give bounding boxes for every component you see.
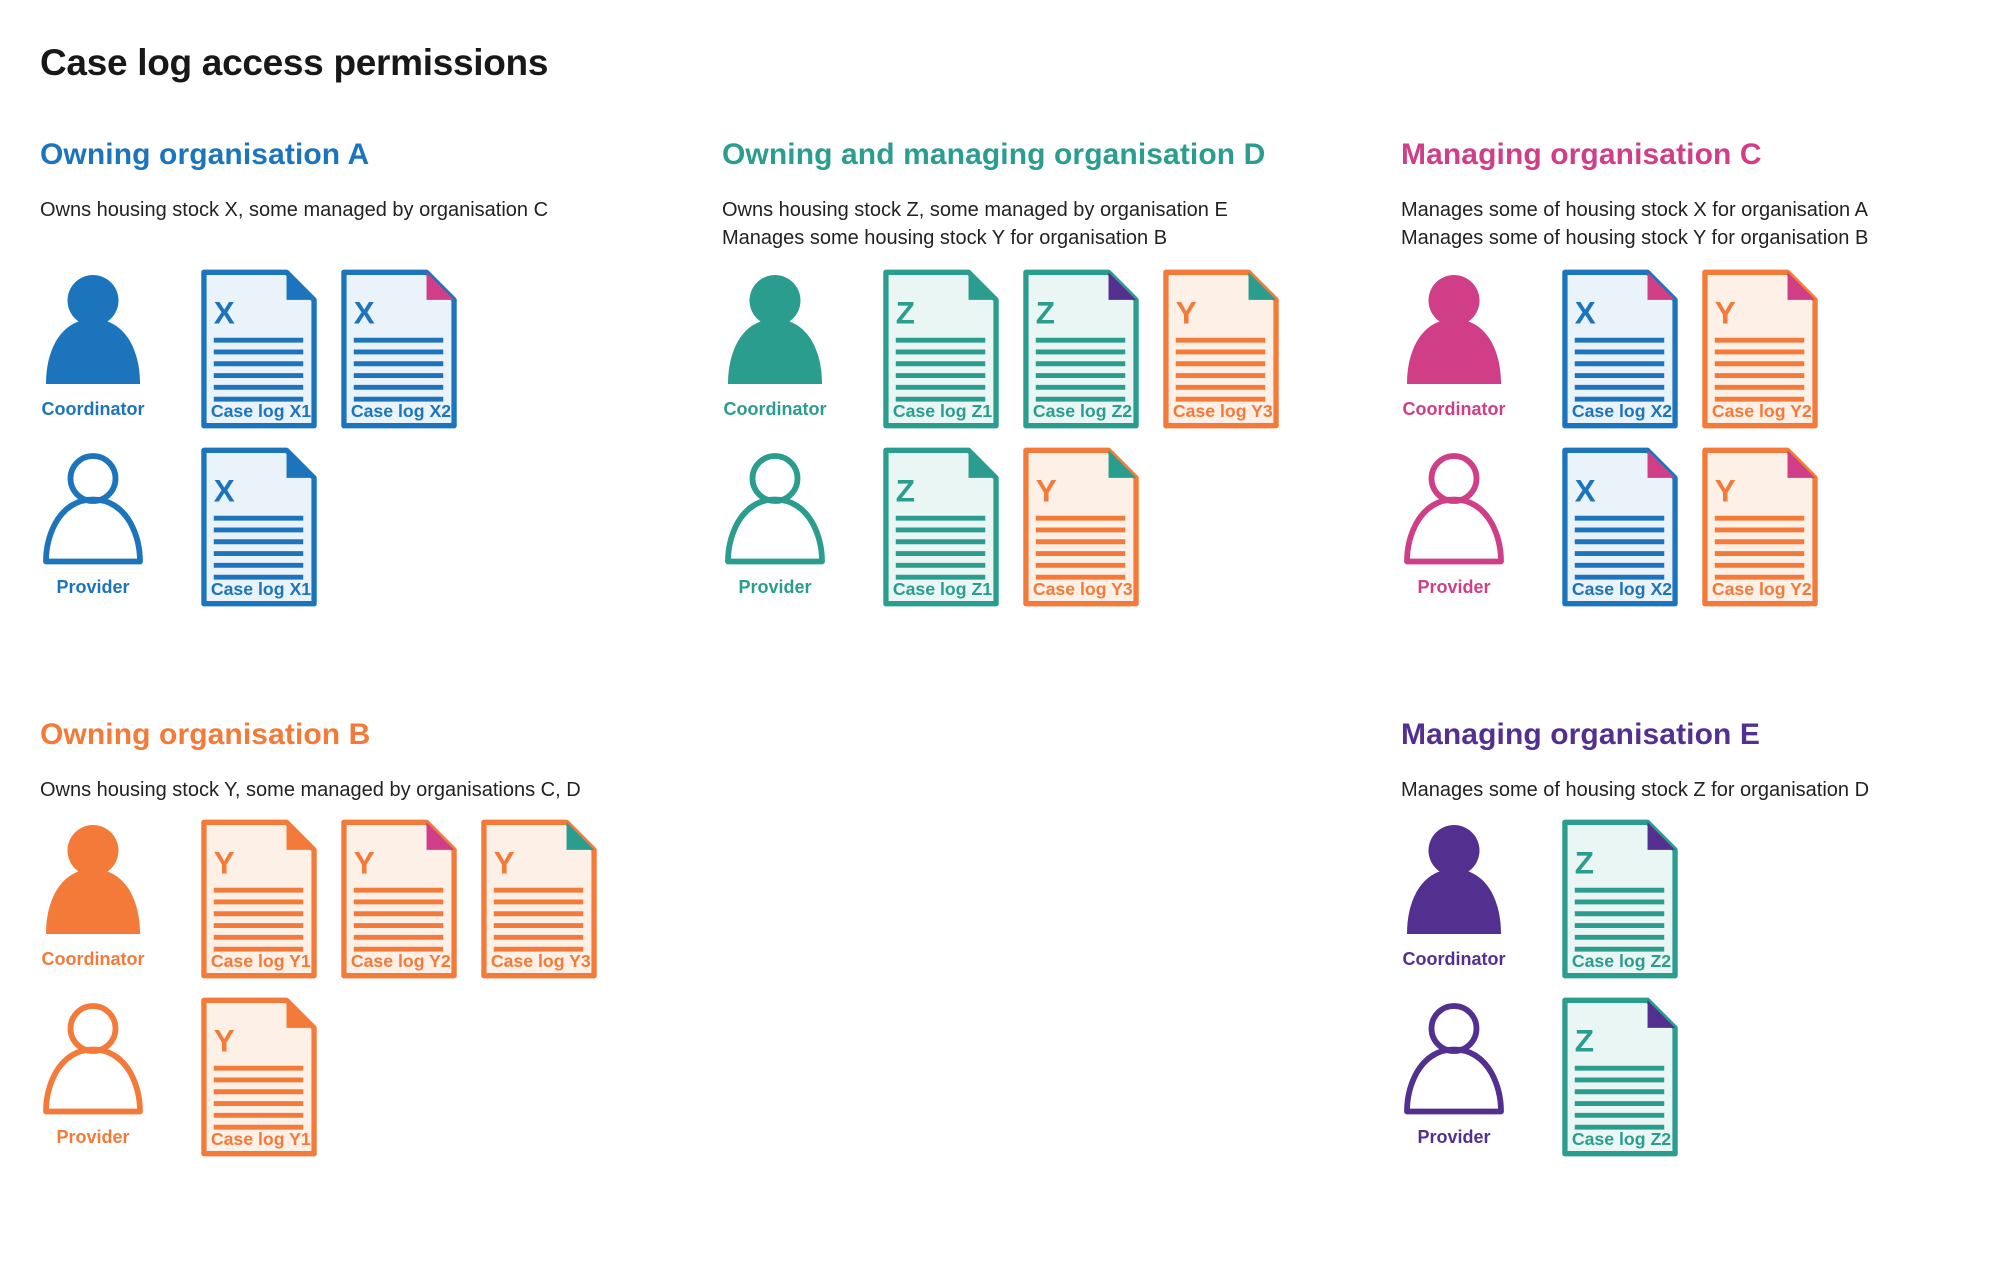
svg-text:Case log X1: Case log X1 — [211, 579, 311, 599]
svg-text:X: X — [214, 295, 235, 330]
svg-text:Case log Y3: Case log Y3 — [1033, 579, 1133, 599]
svg-text:Case log Y1: Case log Y1 — [211, 951, 311, 971]
svg-text:Z: Z — [1575, 845, 1594, 880]
svg-text:Y: Y — [214, 845, 235, 880]
svg-text:Case log Y3: Case log Y3 — [491, 951, 591, 971]
svg-text:Case log X2: Case log X2 — [351, 401, 451, 421]
svg-text:Case log Y1: Case log Y1 — [211, 1129, 311, 1149]
svg-text:Z: Z — [1036, 295, 1055, 330]
svg-text:Z: Z — [1575, 1023, 1594, 1058]
svg-text:X: X — [214, 473, 235, 508]
svg-text:Y: Y — [354, 845, 375, 880]
svg-text:Case log Y2: Case log Y2 — [351, 951, 451, 971]
svg-text:Case log Z2: Case log Z2 — [1572, 1129, 1671, 1149]
svg-text:Case log Y2: Case log Y2 — [1712, 401, 1812, 421]
svg-text:Case log Y3: Case log Y3 — [1173, 401, 1273, 421]
svg-text:X: X — [1575, 295, 1596, 330]
svg-text:Y: Y — [1715, 473, 1736, 508]
svg-text:Case log Z2: Case log Z2 — [1033, 401, 1132, 421]
svg-text:Case log Z1: Case log Z1 — [893, 579, 992, 599]
svg-text:Y: Y — [1036, 473, 1057, 508]
svg-text:Y: Y — [494, 845, 515, 880]
svg-text:X: X — [354, 295, 375, 330]
svg-text:Case log Z1: Case log Z1 — [893, 401, 992, 421]
svg-text:Case log X2: Case log X2 — [1572, 401, 1672, 421]
svg-text:Y: Y — [1715, 295, 1736, 330]
svg-text:Y: Y — [1176, 295, 1197, 330]
svg-text:Y: Y — [214, 1023, 235, 1058]
svg-text:Case log Z2: Case log Z2 — [1572, 951, 1671, 971]
svg-text:Case log Y2: Case log Y2 — [1712, 579, 1812, 599]
svg-text:Z: Z — [896, 295, 915, 330]
svg-text:Case log X2: Case log X2 — [1572, 579, 1672, 599]
svg-text:Z: Z — [896, 473, 915, 508]
svg-text:X: X — [1575, 473, 1596, 508]
svg-text:Case log X1: Case log X1 — [211, 401, 311, 421]
